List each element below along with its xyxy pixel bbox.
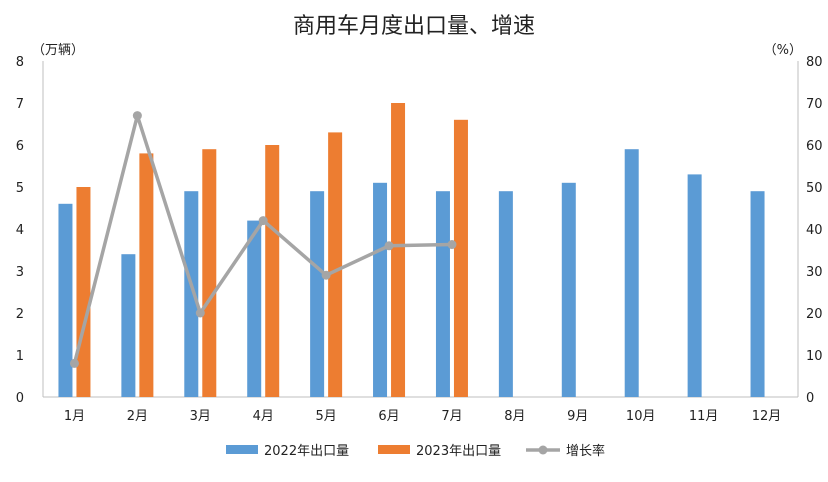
left-tick-label: 7 bbox=[16, 97, 24, 112]
x-tick-label: 11月 bbox=[689, 409, 719, 424]
left-tick-label: 0 bbox=[16, 391, 24, 406]
growth-line bbox=[69, 111, 457, 368]
right-tick-label: 40 bbox=[806, 223, 823, 238]
right-tick-label: 70 bbox=[806, 97, 823, 112]
x-tick-label: 1月 bbox=[64, 409, 85, 424]
bar-2023 bbox=[76, 187, 91, 397]
right-tick-label: 10 bbox=[806, 349, 823, 364]
legend-bar-2022: 2022年出口量 bbox=[226, 444, 349, 459]
bar-2023 bbox=[391, 103, 406, 397]
bar-2022 bbox=[498, 191, 513, 397]
x-tick-label: 8月 bbox=[504, 409, 525, 424]
left-axis-unit: （万辆） bbox=[32, 43, 84, 58]
x-tick-label: 9月 bbox=[567, 409, 588, 424]
bar-2022 bbox=[310, 191, 325, 397]
right-tick-label: 50 bbox=[806, 181, 823, 196]
left-tick-label: 5 bbox=[16, 181, 24, 196]
right-tick-label: 80 bbox=[806, 55, 823, 70]
x-tick-label: 5月 bbox=[315, 409, 336, 424]
left-tick-label: 6 bbox=[16, 139, 24, 154]
bar-2023 bbox=[139, 153, 154, 397]
legend-bar-2023: 2023年出口量 bbox=[378, 444, 501, 459]
growth-point bbox=[447, 240, 457, 250]
bar-2022 bbox=[121, 254, 136, 397]
bar-2022 bbox=[435, 191, 450, 397]
x-tick-label: 10月 bbox=[626, 409, 656, 424]
right-tick-label: 0 bbox=[806, 391, 814, 406]
legend-swatch bbox=[226, 445, 258, 454]
growth-point bbox=[195, 308, 205, 318]
legend: 2022年出口量 2023年出口量 增长率 bbox=[226, 443, 605, 459]
bar-2022 bbox=[624, 149, 639, 397]
left-tick-label: 2 bbox=[16, 307, 24, 322]
x-tick-labels: 1月 2月 3月 4月 5月 6月 7月 8月 9月 10月 11月 12月 bbox=[64, 409, 781, 424]
growth-point bbox=[132, 111, 142, 121]
growth-point bbox=[258, 216, 268, 226]
bar-2022 bbox=[750, 191, 765, 397]
x-tick-label: 7月 bbox=[441, 409, 462, 424]
legend-label: 2022年出口量 bbox=[264, 444, 349, 459]
left-tick-label: 4 bbox=[16, 223, 24, 238]
legend-swatch bbox=[378, 445, 410, 454]
right-axis-unit: （%） bbox=[764, 43, 802, 58]
legend-line: 增长率 bbox=[526, 443, 605, 459]
bar-2022 bbox=[184, 191, 199, 397]
bar-2022 bbox=[247, 220, 262, 397]
left-tick-label: 3 bbox=[16, 265, 24, 280]
chart-title: 商用车月度出口量、增速 bbox=[293, 14, 535, 39]
bar-2023 bbox=[453, 119, 468, 398]
bar-2022 bbox=[58, 203, 73, 397]
x-tick-label: 12月 bbox=[752, 409, 782, 424]
legend-label: 增长率 bbox=[566, 443, 605, 459]
x-tick-label: 2月 bbox=[127, 409, 148, 424]
legend-marker bbox=[538, 445, 548, 455]
left-tick-label: 1 bbox=[16, 349, 24, 364]
bars bbox=[58, 103, 765, 398]
bar-2022 bbox=[561, 182, 576, 397]
bar-2022 bbox=[373, 182, 388, 397]
bar-2023 bbox=[202, 149, 217, 397]
x-tick-label: 3月 bbox=[190, 409, 211, 424]
growth-point bbox=[384, 241, 394, 251]
right-tick-label: 60 bbox=[806, 139, 823, 154]
bar-2022 bbox=[687, 174, 702, 397]
bar-2023 bbox=[328, 132, 343, 397]
legend-label: 2023年出口量 bbox=[416, 444, 501, 459]
x-tick-label: 6月 bbox=[378, 409, 399, 424]
left-tick-label: 8 bbox=[16, 55, 24, 70]
growth-point bbox=[69, 358, 79, 368]
right-tick-label: 20 bbox=[806, 307, 823, 322]
x-tick-label: 4月 bbox=[253, 409, 274, 424]
bar-2023 bbox=[265, 145, 280, 397]
right-tick-label: 30 bbox=[806, 265, 823, 280]
growth-point bbox=[321, 270, 331, 280]
